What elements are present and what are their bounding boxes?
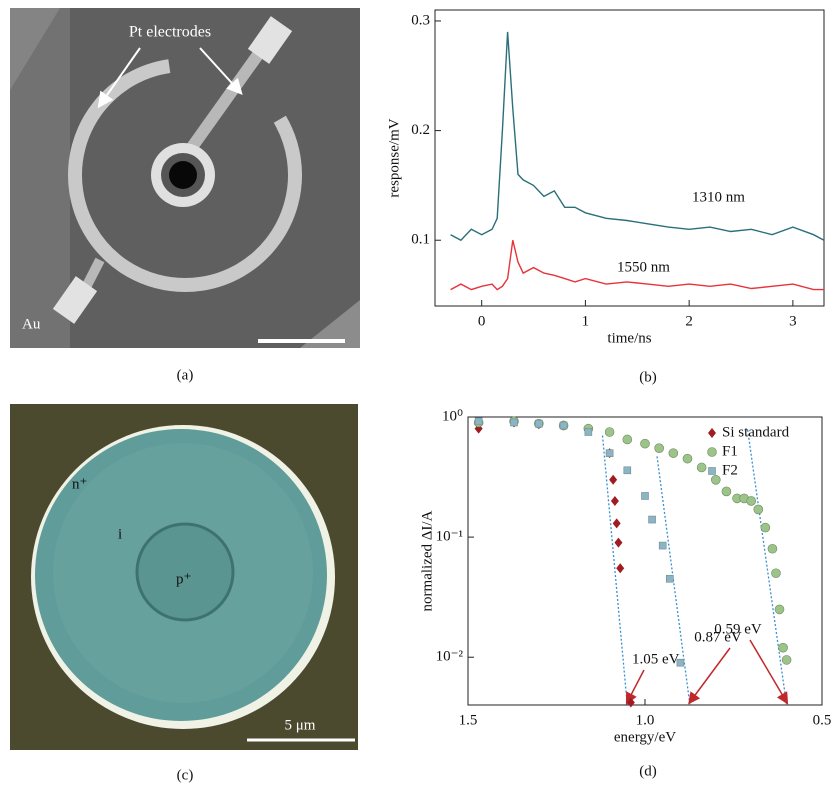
y-tick-label: 0.2 (411, 122, 430, 138)
legend-marker (708, 448, 717, 457)
point (649, 516, 656, 523)
x-axis-label: energy/eV (614, 729, 676, 745)
point (697, 463, 706, 472)
point (616, 563, 624, 573)
point (666, 575, 673, 582)
point (606, 450, 613, 457)
x-tick-label: 1.5 (459, 712, 478, 728)
point (627, 697, 635, 707)
point (605, 428, 614, 437)
point (511, 419, 518, 426)
y-tick-label: 10⁰ (442, 408, 463, 424)
x-tick-label: 0.5 (813, 712, 832, 728)
region-label: p⁺ (176, 571, 191, 587)
point (669, 449, 678, 458)
point (613, 518, 621, 528)
x-tick-label: 1.0 (636, 712, 655, 728)
x-tick-label: 1 (582, 313, 590, 329)
legend-label: Si standard (722, 424, 790, 440)
point (761, 523, 770, 532)
point (614, 538, 622, 548)
legend-marker (709, 468, 716, 475)
point (623, 435, 632, 444)
point (683, 454, 692, 463)
point (475, 418, 482, 425)
point (655, 444, 664, 453)
point (609, 475, 617, 485)
point (771, 569, 780, 578)
point (779, 643, 788, 652)
y-axis-label: response/mV (386, 118, 402, 197)
scale-label: 5 μm (285, 717, 316, 733)
legend-marker (708, 428, 716, 438)
x-tick-label: 0 (478, 313, 486, 329)
y-tick-label: 10⁻¹ (436, 529, 463, 545)
y-tick-label: 10⁻² (436, 649, 464, 665)
y-tick-label: 0.3 (411, 12, 430, 28)
panel-label: (d) (639, 763, 657, 779)
point (535, 420, 542, 427)
point (677, 659, 684, 666)
point (768, 544, 777, 553)
fit-line (603, 436, 628, 705)
point (611, 496, 619, 506)
panel-label: (b) (639, 369, 657, 385)
x-tick-label: 3 (789, 313, 797, 329)
sem-image (10, 8, 360, 348)
region-label: n⁺ (72, 476, 87, 492)
annotation-arrow (627, 670, 644, 702)
legend-label: F2 (722, 462, 738, 478)
figure: Pt electrodes Au (a) n⁺ i p⁺ 5 μm (c) 0 1… (0, 0, 838, 792)
point (560, 422, 567, 429)
point (782, 655, 791, 664)
point (754, 505, 763, 514)
point (722, 487, 731, 496)
point (775, 605, 784, 614)
legend-label: F1 (722, 443, 738, 459)
series-label: 1550 nm (617, 259, 670, 275)
point (641, 439, 650, 448)
point (624, 467, 631, 474)
point (747, 496, 756, 505)
annotation: 0.59 eV (714, 621, 762, 637)
point (585, 429, 592, 436)
point (711, 475, 720, 484)
fit-line (748, 430, 787, 705)
point (659, 542, 666, 549)
annotation: 1.05 eV (632, 651, 680, 667)
panel-label: (c) (177, 767, 194, 783)
panel-label: (a) (177, 367, 194, 383)
point (642, 492, 649, 499)
y-axis-label: normalized ΔI/A (419, 510, 435, 611)
x-axis-label: time/ns (607, 330, 651, 346)
metal-label: Au (22, 316, 41, 332)
region-label: i (118, 526, 122, 542)
data-line (451, 32, 824, 240)
electrode-label: Pt electrodes (129, 24, 211, 41)
annotation-arrow (690, 648, 730, 702)
series-label: 1310 nm (692, 189, 745, 205)
y-tick-label: 0.1 (411, 232, 430, 248)
x-tick-label: 2 (685, 313, 693, 329)
